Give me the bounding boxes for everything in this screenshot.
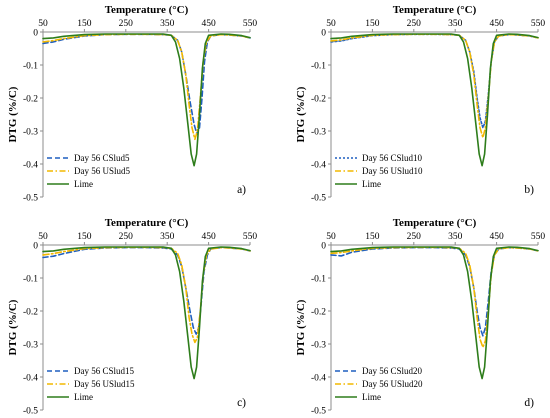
x-tick-label: 150 <box>365 232 380 242</box>
legend-label: Day 56 USlud5 <box>74 166 130 176</box>
x-tick-label: 350 <box>448 19 463 29</box>
y-tick-label: 0 <box>321 29 326 39</box>
y-tick-label: -0.2 <box>23 308 38 318</box>
x-tick-label: 350 <box>160 232 175 242</box>
series-line-day-56-uslud5 <box>42 33 251 141</box>
y-tick-label: -0.4 <box>23 374 38 384</box>
x-tick-label: 550 <box>243 232 258 242</box>
y-axis-title: DTG (%/C) <box>7 86 19 142</box>
y-axis-title: DTG (%/C) <box>7 299 19 355</box>
x-axis-title: Temperature (°C) <box>393 4 477 16</box>
legend-label: Day 56 CSlud20 <box>362 366 423 376</box>
x-tick-label: 150 <box>77 19 92 29</box>
y-tick-label: -0.5 <box>23 194 38 204</box>
x-tick-label: 50 <box>38 232 48 242</box>
legend: Day 56 CSlud20 Day 56 USlud20 Lime <box>335 366 423 402</box>
series-line-day-56-cslud5 <box>42 33 251 136</box>
legend-label: Day 56 USlud15 <box>74 379 135 389</box>
series-line-lime <box>330 33 539 167</box>
series-line-lime <box>330 246 539 380</box>
legend-label: Lime <box>362 179 381 189</box>
y-tick-label: -0.1 <box>311 275 326 285</box>
series-line-day-56-cslud10 <box>330 33 539 129</box>
y-tick-label: -0.2 <box>311 95 326 105</box>
legend-label: Day 56 USlud10 <box>362 166 423 176</box>
y-tick-label: -0.3 <box>23 341 38 351</box>
legend-label: Day 56 CSlud10 <box>362 153 423 163</box>
chart-panel-a: Temperature (°C) 50 150 250 350 450 550 0 -0.1 -0… <box>7 4 257 204</box>
series-line-day-56-cslud15 <box>42 246 251 335</box>
legend-label: Day 56 CSlud5 <box>74 153 130 163</box>
y-tick-label: -0.3 <box>311 341 326 351</box>
y-tick-label: 0 <box>33 29 38 39</box>
y-axis-title: DTG (%/C) <box>295 86 307 142</box>
x-tick-label: 450 <box>201 19 216 29</box>
y-tick-label: -0.3 <box>311 128 326 138</box>
y-tick-label: -0.2 <box>23 95 38 105</box>
series-line-day-56-uslud15 <box>42 246 251 344</box>
y-tick-label: -0.4 <box>311 161 326 171</box>
legend: Day 56 CSlud5 Day 56 USlud5 Lime <box>47 153 130 189</box>
x-tick-label: 250 <box>407 19 422 29</box>
legend-label: Lime <box>74 392 93 402</box>
legend-label: Day 56 USlud20 <box>362 379 423 389</box>
x-tick-label: 250 <box>407 232 422 242</box>
y-tick-label: -0.5 <box>311 194 326 204</box>
panel-label: a) <box>237 184 246 196</box>
y-tick-label: -0.5 <box>311 407 326 417</box>
chart-panel-d: Temperature (°C) 50 150 250 350 450 550 0 -0.1 -0… <box>295 217 545 417</box>
legend: Day 56 CSlud10 Day 56 USlud10 Lime <box>335 153 423 189</box>
x-tick-label: 450 <box>201 232 216 242</box>
x-tick-label: 550 <box>531 232 546 242</box>
panel-label: d) <box>524 397 534 409</box>
y-tick-label: -0.2 <box>311 308 326 318</box>
x-tick-label: 250 <box>119 19 134 29</box>
panel-label: c) <box>237 397 246 409</box>
x-tick-label: 50 <box>326 232 336 242</box>
series-line-lime <box>42 246 251 380</box>
y-tick-label: -0.4 <box>311 374 326 384</box>
panel-label: b) <box>524 184 534 196</box>
x-axis-title: Temperature (°C) <box>105 217 189 229</box>
y-tick-label: 0 <box>321 242 326 252</box>
x-tick-label: 150 <box>77 232 92 242</box>
y-tick-label: -0.3 <box>23 128 38 138</box>
y-tick-label: 0 <box>33 242 38 252</box>
y-tick-label: -0.1 <box>23 275 38 285</box>
x-tick-label: 250 <box>119 232 134 242</box>
x-tick-label: 450 <box>489 19 504 29</box>
x-tick-label: 50 <box>38 19 48 29</box>
x-tick-label: 350 <box>160 19 175 29</box>
series-line-day-56-cslud20 <box>330 246 539 337</box>
legend-label: Lime <box>362 392 381 402</box>
chart-panel-c: Temperature (°C) 50 150 250 350 450 550 0 -0.1 -0… <box>7 217 257 417</box>
x-tick-label: 150 <box>365 19 380 29</box>
y-tick-label: -0.1 <box>311 62 326 72</box>
x-tick-label: 550 <box>243 19 258 29</box>
x-tick-label: 450 <box>489 232 504 242</box>
x-tick-label: 50 <box>326 19 336 29</box>
y-tick-label: -0.5 <box>23 407 38 417</box>
series-line-lime <box>42 33 251 167</box>
y-tick-label: -0.4 <box>23 161 38 171</box>
x-axis-title: Temperature (°C) <box>105 4 189 16</box>
y-axis-title: DTG (%/C) <box>295 299 307 355</box>
legend: Day 56 CSlud15 Day 56 USlud15 Lime <box>47 366 135 402</box>
series-line-day-56-uslud20 <box>330 246 539 349</box>
x-tick-label: 350 <box>448 232 463 242</box>
legend-label: Day 56 CSlud15 <box>74 366 135 376</box>
x-axis-title: Temperature (°C) <box>393 217 477 229</box>
legend-label: Lime <box>74 179 93 189</box>
y-tick-label: -0.1 <box>23 62 38 72</box>
x-tick-label: 550 <box>531 19 546 29</box>
chart-panel-b: Temperature (°C) 50 150 250 350 450 550 0 -0.1 -0… <box>295 4 545 204</box>
series-line-day-56-uslud10 <box>330 33 539 139</box>
